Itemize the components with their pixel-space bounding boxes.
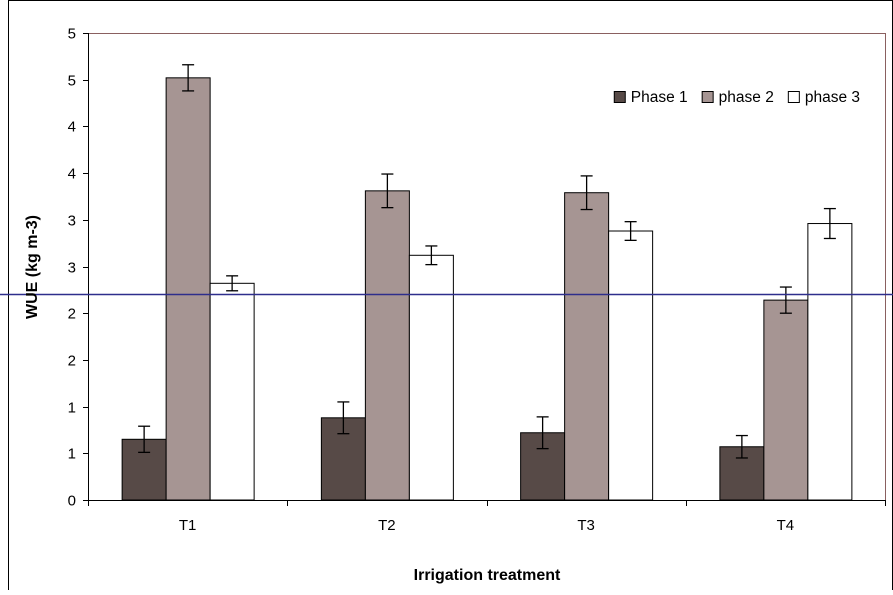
y-tick-label: 3 <box>68 260 76 277</box>
y-tick-label: 5 <box>68 73 76 90</box>
y-tick-label: 4 <box>68 166 76 183</box>
legend: Phase 1 phase 2 phase 3 <box>613 89 860 106</box>
legend-swatch-series-3 <box>787 91 800 103</box>
y-tick-label: 4 <box>68 119 76 136</box>
y-tick-label: 1 <box>68 446 76 463</box>
y-tick-label: 0 <box>68 493 76 510</box>
bar-t3-series-2 <box>564 192 610 501</box>
y-tick-label: 1 <box>68 400 76 417</box>
bar-t1-series-2 <box>165 77 211 501</box>
x-tick-label-t1: T1 <box>179 517 197 534</box>
y-axis-title: WUE (kg m-3) <box>24 215 41 319</box>
y-tick-label: 5 <box>68 26 76 43</box>
bar-t2-series-2 <box>364 190 410 501</box>
x-tick-label-t4: T4 <box>777 517 795 534</box>
legend-label-series-1: Phase 1 <box>631 89 688 106</box>
bar-t1-series-3 <box>209 282 255 501</box>
x-tick-label-t3: T3 <box>577 517 595 534</box>
y-tick-label: 2 <box>68 353 76 370</box>
y-tick-label: 3 <box>68 213 76 230</box>
legend-label-series-2: phase 2 <box>719 89 774 106</box>
legend-swatch-series-2 <box>701 91 714 103</box>
bar-t4-series-3 <box>807 223 853 501</box>
legend-label-series-3: phase 3 <box>805 89 860 106</box>
x-axis-title: Irrigation treatment <box>414 567 561 584</box>
legend-swatch-series-1 <box>613 91 626 103</box>
bar-t3-series-3 <box>608 230 654 501</box>
bars-layer <box>121 64 853 501</box>
axes-layer: 0 1 1 2 2 3 3 4 4 5 5 T1 T2 T3 T4 <box>68 26 886 534</box>
bar-t2-series-3 <box>408 254 454 501</box>
y-tick-label: 2 <box>68 306 76 323</box>
x-tick-label-t2: T2 <box>378 517 396 534</box>
bar-t4-series-2 <box>763 299 809 501</box>
